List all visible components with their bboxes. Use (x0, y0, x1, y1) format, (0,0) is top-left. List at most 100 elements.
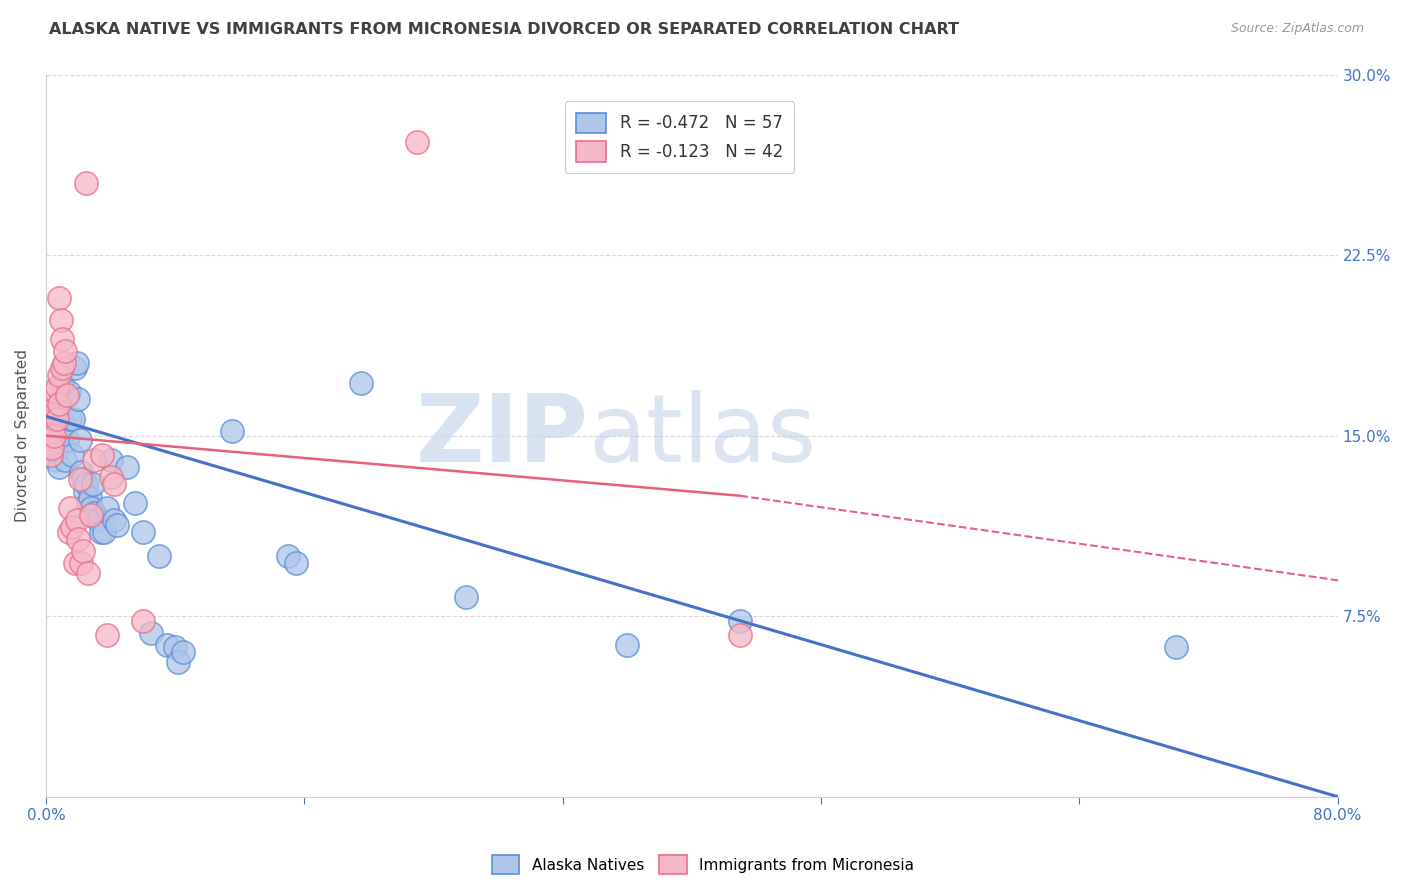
Point (285, 556, 308, 570)
Point (105, 517, 128, 532)
Point (46, 380, 69, 394)
Point (39, 417, 62, 431)
Point (454, 590, 477, 604)
Point (100, 452, 122, 467)
Point (86, 513, 108, 527)
Point (156, 638, 179, 652)
Point (41, 424, 63, 438)
Point (83, 506, 105, 520)
Point (72, 472, 94, 486)
Point (45, 424, 67, 438)
Point (63, 556, 86, 570)
Point (62, 411, 84, 425)
Y-axis label: Divorced or Separated: Divorced or Separated (15, 349, 30, 522)
Point (67, 532, 90, 546)
Point (41, 441, 63, 455)
Point (52, 417, 75, 431)
Point (46, 441, 69, 455)
Point (79, 491, 101, 506)
Point (115, 459, 138, 474)
Point (48, 459, 70, 474)
Point (53, 452, 76, 467)
Point (77, 566, 100, 580)
Point (46, 421, 69, 435)
Point (277, 549, 299, 563)
Point (60, 520, 83, 534)
Point (60, 448, 83, 462)
Point (42, 428, 65, 442)
Point (39, 448, 62, 462)
Point (350, 376, 373, 390)
Point (172, 645, 194, 659)
Point (91, 448, 114, 462)
Point (83, 452, 105, 467)
Point (82, 476, 104, 491)
Point (69, 472, 91, 486)
Point (52, 356, 75, 370)
Point (77, 496, 100, 510)
Text: ALASKA NATIVE VS IMMIGRANTS FROM MICRONESIA DIVORCED OR SEPARATED CORRELATION CH: ALASKA NATIVE VS IMMIGRANTS FROM MICRONE… (49, 22, 959, 37)
Point (728, 614, 751, 628)
Point (48, 397, 70, 411)
Point (221, 424, 243, 438)
Point (49, 313, 72, 327)
Point (46, 411, 69, 425)
Point (48, 368, 70, 383)
Point (51, 428, 73, 442)
Text: Source: ZipAtlas.com: Source: ZipAtlas.com (1230, 22, 1364, 36)
Point (48, 292, 70, 306)
Point (58, 385, 80, 400)
Point (80, 500, 103, 515)
Point (66, 513, 89, 527)
Point (56, 434, 79, 448)
Point (42, 434, 65, 448)
Point (616, 638, 638, 652)
Point (132, 614, 155, 628)
Point (41, 428, 63, 442)
Point (103, 513, 125, 527)
Point (90, 524, 112, 539)
Point (75, 176, 97, 190)
Point (51, 376, 73, 390)
Point (80, 508, 103, 522)
Point (59, 411, 82, 425)
Point (51, 332, 73, 346)
Point (39, 435, 62, 450)
Point (66, 356, 89, 370)
Point (49, 392, 72, 407)
Point (132, 524, 155, 539)
Point (45, 385, 67, 400)
Point (148, 549, 170, 563)
Point (167, 655, 190, 669)
Point (70, 465, 93, 479)
Point (70, 556, 93, 570)
Point (56, 387, 79, 401)
Point (45, 452, 67, 467)
Point (38, 404, 60, 418)
Point (63, 361, 86, 376)
Point (51, 361, 73, 376)
Point (45, 404, 67, 418)
Point (53, 344, 76, 359)
Point (100, 469, 122, 483)
Point (93, 524, 115, 539)
Point (124, 496, 146, 510)
Point (42, 411, 65, 425)
Point (165, 640, 187, 655)
Point (96, 500, 118, 515)
Point (139, 626, 162, 640)
Point (59, 500, 82, 515)
Text: atlas: atlas (589, 390, 817, 482)
Point (406, 135, 429, 149)
Point (75, 476, 97, 491)
Point (69, 434, 91, 448)
Point (58, 524, 80, 539)
Legend: R = -0.472   N = 57, R = -0.123   N = 42: R = -0.472 N = 57, R = -0.123 N = 42 (565, 101, 794, 173)
Point (96, 628, 118, 642)
Point (67, 392, 90, 407)
Point (38, 424, 60, 438)
Point (1166, 640, 1188, 655)
Point (48, 435, 70, 450)
Point (72, 544, 94, 558)
Point (103, 476, 125, 491)
